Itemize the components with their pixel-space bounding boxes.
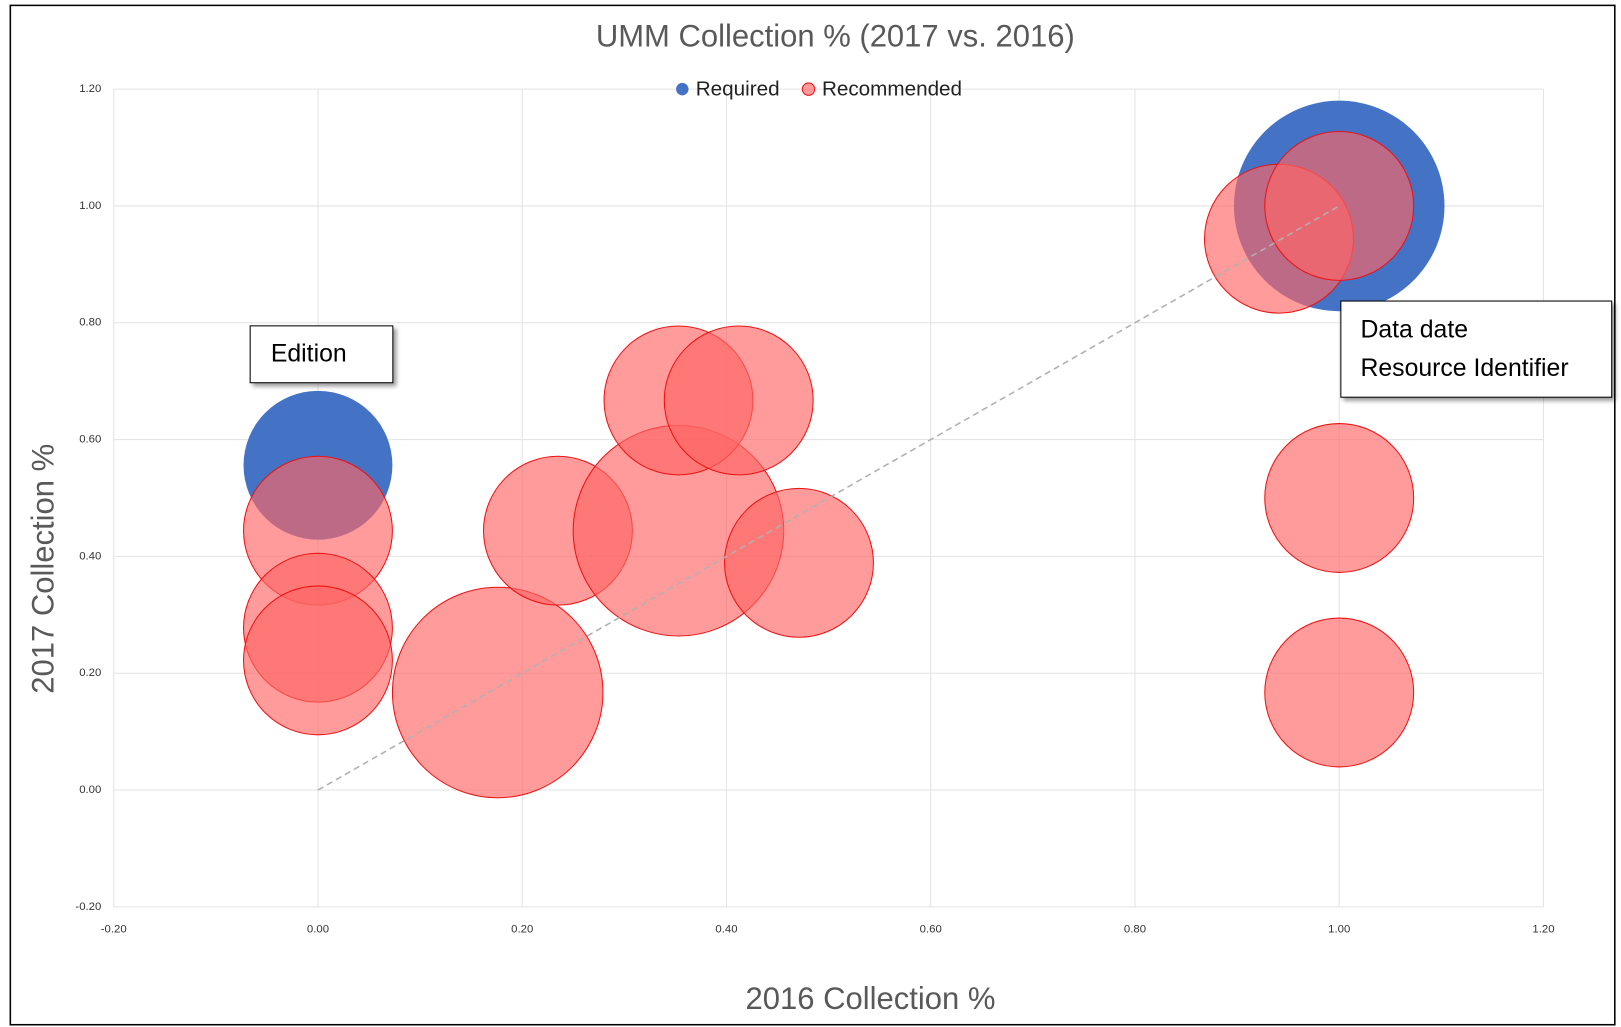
x-tick-label: 1.00 xyxy=(1328,924,1350,936)
y-tick-label: 0.60 xyxy=(79,434,101,446)
annotation-text: Data date xyxy=(1360,317,1468,344)
legend-swatch xyxy=(676,82,689,96)
x-tick-label: 0.00 xyxy=(307,924,329,936)
bubble xyxy=(663,325,814,476)
annotation-box xyxy=(249,325,394,384)
annotation-box xyxy=(1340,300,1613,398)
x-tick-label: 0.40 xyxy=(715,924,737,936)
annotation: Edition xyxy=(249,325,394,384)
y-tick-label: -0.20 xyxy=(75,901,101,913)
y-axis-title: 2017 Collection % xyxy=(26,444,61,694)
chart-title: UMM Collection % (2017 vs. 2016) xyxy=(596,19,1075,54)
bubble xyxy=(391,586,604,799)
bubble xyxy=(1264,423,1415,573)
legend-swatch xyxy=(801,82,816,96)
y-tick-label: 0.80 xyxy=(79,317,101,329)
y-tick-label: 0.40 xyxy=(79,550,101,562)
y-tick-label: 1.20 xyxy=(79,83,101,95)
bubbles xyxy=(243,100,1445,799)
bubble xyxy=(724,487,874,638)
x-tick-label: 1.20 xyxy=(1532,924,1554,936)
annotation-text: Resource Identifier xyxy=(1360,355,1568,382)
annotation: Data date Resource Identifier xyxy=(1340,300,1613,398)
x-axis-title: 2016 Collection % xyxy=(746,981,996,1016)
legend-label: Recommended xyxy=(822,78,962,101)
bubble xyxy=(243,585,393,736)
x-tick-label: 0.60 xyxy=(920,924,942,936)
y-tick-label: 0.00 xyxy=(79,784,101,796)
bubble xyxy=(1264,130,1415,281)
annotation-text: Edition xyxy=(271,340,347,367)
y-tick-label: 1.00 xyxy=(79,200,101,212)
legend-label: Required xyxy=(696,78,780,101)
bubble xyxy=(1264,617,1415,768)
x-tick-label: -0.20 xyxy=(101,924,127,936)
x-tick-label: 0.80 xyxy=(1124,924,1146,936)
x-tick-label: 0.20 xyxy=(511,924,533,936)
y-tick-label: 0.20 xyxy=(79,667,101,679)
legend: Required Recommended xyxy=(676,78,962,101)
